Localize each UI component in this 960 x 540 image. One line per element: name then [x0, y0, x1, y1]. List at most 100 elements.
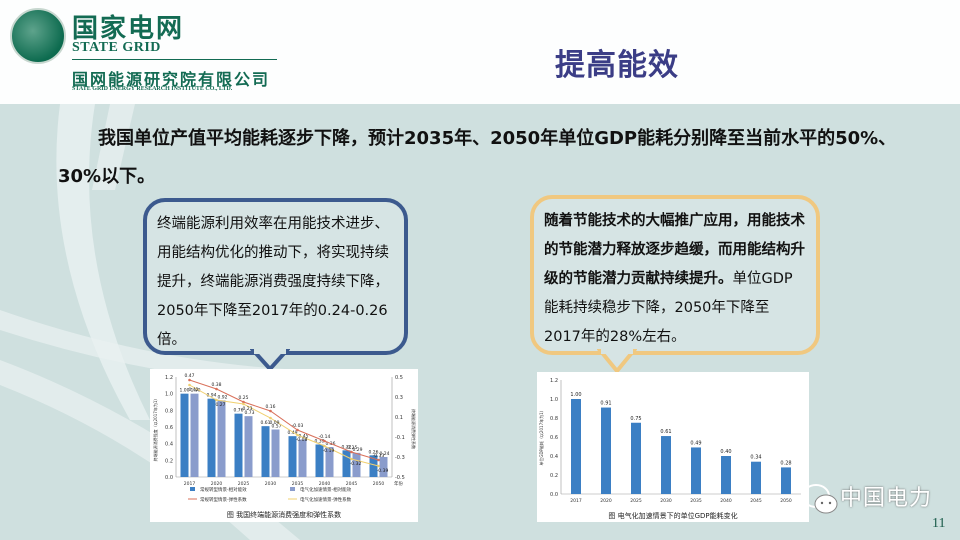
svg-text:0.3: 0.3 [395, 395, 403, 401]
state-grid-globe-logo [10, 8, 66, 64]
svg-text:0.40: 0.40 [720, 449, 731, 455]
svg-text:常规转型情景-相对能效: 常规转型情景-相对能效 [200, 486, 247, 493]
svg-text:0.24: 0.24 [379, 451, 389, 457]
svg-text:2045: 2045 [346, 481, 358, 487]
svg-text:0.75: 0.75 [630, 416, 641, 422]
svg-text:0.94: 0.94 [206, 393, 216, 399]
svg-text:2017: 2017 [184, 481, 196, 487]
svg-text:0.73: 0.73 [244, 410, 254, 416]
svg-text:2030: 2030 [660, 498, 672, 504]
slide-header: 国家电网 STATE GRID 国网能源研究院有限公司 STATE GRID E… [0, 0, 960, 104]
svg-text:0.5: 0.5 [395, 375, 403, 381]
callout-right-pointer [597, 349, 637, 373]
svg-text:0.49: 0.49 [690, 440, 701, 446]
svg-text:2050: 2050 [373, 481, 385, 487]
callout-right: 随着节能技术的大幅推广应用，用能技术的节能潜力释放逐步趋缓，而用能结构升级的节能… [530, 195, 820, 355]
headline-content: 我国单位产值平均能耗逐步下降，预计2035年、2050年单位GDP能耗分别降至当… [58, 128, 897, 187]
svg-text:电气化加速情景-弹性系数: 电气化加速情景-弹性系数 [300, 496, 352, 503]
chart-2-caption: 图 电气化加速情景下的单位GDP能耗变化 [608, 512, 738, 520]
org-name-en: STATE GRID ENERGY RESEARCH INSTITUTE CO.… [72, 86, 233, 92]
svg-text:0.6: 0.6 [165, 425, 173, 431]
svg-text:终端能源消费弹性系数: 终端能源消费弹性系数 [411, 409, 417, 449]
svg-text:常规转型情景-弹性系数: 常规转型情景-弹性系数 [200, 496, 247, 503]
svg-text:-0.32: -0.32 [350, 461, 362, 467]
svg-text:0.92: 0.92 [217, 394, 227, 400]
svg-text:-0.33: -0.33 [373, 453, 385, 459]
svg-text:0.39: 0.39 [314, 439, 324, 445]
chart-1-plot: 0.0 0.2 0.4 0.6 0.8 1.0 1.2 -0.5 -0.3 -0.1 0.1 0.3 0… [152, 373, 417, 503]
chart-1-caption: 图 我国终端能源消费强度和弹性系数 [226, 511, 342, 519]
svg-text:0.91: 0.91 [600, 401, 611, 407]
svg-text:0.2: 0.2 [550, 473, 558, 479]
org-name-cn: 国网能源研究院有限公司 [72, 70, 271, 89]
svg-text:1.0: 1.0 [550, 397, 558, 403]
svg-text:0.4: 0.4 [165, 442, 173, 448]
svg-text:1.0: 1.0 [165, 392, 173, 398]
svg-text:2040: 2040 [319, 481, 331, 487]
svg-text:0.38: 0.38 [211, 382, 221, 388]
callout-left: 终端能源利用效率在用能技术进步、用能结构优化的推动下，将实现持续提升，终端能源消… [143, 198, 408, 355]
callout-right-bold-text: 随着节能技术的大幅推广应用，用能技术的节能潜力释放逐步趋缓，而用能结构升级的节能… [544, 213, 805, 287]
svg-text:0.28: 0.28 [780, 460, 791, 466]
svg-text:1.2: 1.2 [550, 378, 558, 384]
page-title: 提高能效 [555, 48, 679, 83]
callout-left-text: 终端能源利用效率在用能技术进步、用能结构优化的推动下，将实现持续提升，终端能源消… [157, 216, 389, 348]
svg-text:1.00: 1.00 [179, 388, 189, 394]
svg-text:2035: 2035 [292, 481, 304, 487]
svg-text:0.8: 0.8 [165, 408, 173, 414]
svg-text:2020: 2020 [600, 498, 612, 504]
svg-text:电气化加速情景-相对能效: 电气化加速情景-相对能效 [300, 486, 352, 493]
svg-text:-0.3: -0.3 [395, 455, 405, 461]
svg-text:0.2: 0.2 [165, 458, 173, 464]
svg-text:0.42: 0.42 [188, 387, 198, 393]
page-number: 11 [932, 516, 946, 531]
logo-cn-text: 国家电网 [72, 14, 185, 44]
svg-text:0.8: 0.8 [550, 416, 558, 422]
svg-text:1.2: 1.2 [165, 375, 173, 381]
svg-text:2050: 2050 [780, 498, 792, 504]
chart-energy-intensity-elasticity: 0.0 0.2 0.4 0.6 0.8 1.0 1.2 -0.5 -0.3 -0.1 0.1 0.3 0… [150, 369, 418, 522]
svg-text:-0.19: -0.19 [323, 448, 335, 454]
svg-text:-0.25: -0.25 [346, 445, 358, 451]
svg-text:0.25: 0.25 [238, 395, 248, 401]
svg-text:单位GDP能耗（以2017年为1）: 单位GDP能耗（以2017年为1） [538, 408, 544, 465]
svg-text:0.6: 0.6 [550, 435, 558, 441]
svg-text:-0.5: -0.5 [395, 475, 405, 481]
callout-left-pointer [250, 349, 290, 371]
svg-text:2017: 2017 [570, 498, 582, 504]
svg-text:2040: 2040 [720, 498, 732, 504]
svg-text:0.4: 0.4 [550, 454, 558, 460]
svg-text:0.34: 0.34 [750, 455, 761, 461]
svg-text:-0.39: -0.39 [377, 468, 389, 474]
svg-text:终端能源消费强度（以2017年为1）: 终端能源消费强度（以2017年为1） [152, 397, 158, 462]
svg-text:0.16: 0.16 [265, 404, 275, 410]
svg-text:-0.14: -0.14 [319, 434, 331, 440]
svg-text:-0.03: -0.03 [292, 423, 304, 429]
callout-right-text: 单位GDP能耗持续稳步下降，2050年下降至2017年的28%左右。 [544, 271, 793, 345]
svg-text:0.32: 0.32 [341, 444, 351, 450]
logo-divider [72, 59, 277, 60]
svg-text:0.0: 0.0 [550, 492, 558, 498]
svg-text:0.1: 0.1 [395, 415, 403, 421]
svg-text:0.61: 0.61 [260, 420, 270, 426]
svg-text:0.76: 0.76 [233, 408, 243, 414]
svg-text:1.00: 1.00 [570, 392, 581, 398]
svg-text:0.23: 0.23 [242, 406, 252, 412]
watermark-text: 中国电力 [840, 486, 933, 511]
svg-text:0.27: 0.27 [215, 402, 225, 408]
svg-text:0.09: 0.09 [269, 420, 279, 426]
svg-text:2025: 2025 [630, 498, 642, 504]
chart-gdp-energy-intensity: 0.0 0.2 0.4 0.6 0.8 1.0 1.2 单位GDP能耗（以2017年为1） 1.… [537, 372, 809, 522]
svg-text:0.49: 0.49 [287, 430, 297, 436]
svg-text:0.61: 0.61 [660, 429, 671, 435]
svg-text:1.00: 1.00 [190, 388, 200, 394]
svg-text:-0.08: -0.08 [296, 437, 308, 443]
svg-text:0.57: 0.57 [271, 424, 281, 430]
svg-text:0.45: 0.45 [298, 434, 308, 440]
svg-text:0.29: 0.29 [352, 447, 362, 453]
chart-2-plot: 0.0 0.2 0.4 0.6 0.8 1.0 1.2 单位GDP能耗（以2017年为1） 1.… [538, 378, 801, 504]
svg-text:0.47: 0.47 [184, 373, 194, 379]
wechat-icon [802, 484, 838, 514]
logo-en-text: STATE GRID [72, 40, 161, 55]
svg-text:2035: 2035 [690, 498, 702, 504]
